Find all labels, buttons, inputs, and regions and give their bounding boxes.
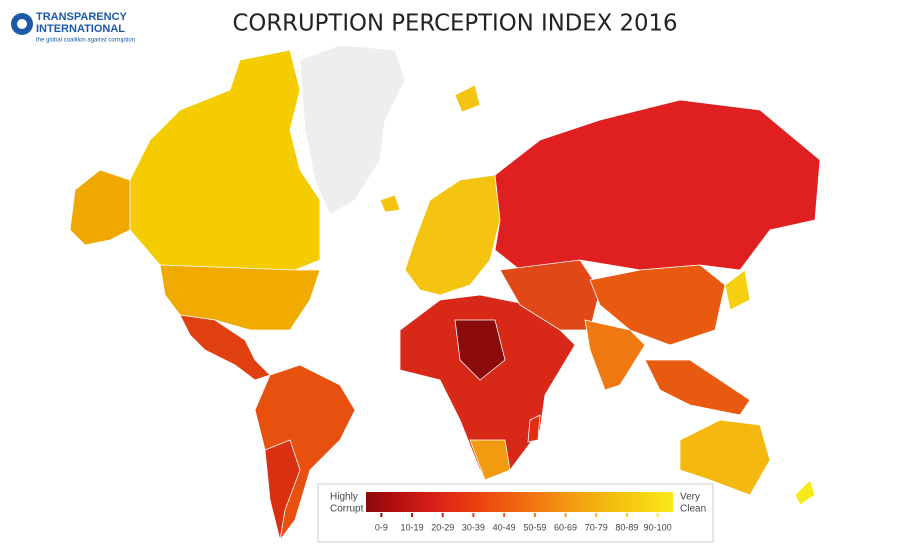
china bbox=[589, 264, 726, 346]
logo: TRANSPARENCY INTERNATIONAL the global co… bbox=[11, 11, 135, 44]
legend-swatch-tick bbox=[595, 513, 598, 517]
legend-high-label: Clean bbox=[680, 504, 706, 515]
libya-sudan bbox=[454, 319, 506, 381]
legend-range-label: 50-59 bbox=[523, 522, 546, 532]
japan bbox=[724, 269, 751, 311]
india bbox=[584, 319, 646, 391]
iceland bbox=[379, 194, 401, 213]
legend-swatch-tick bbox=[625, 513, 628, 517]
legend-range-label: 60-69 bbox=[554, 522, 577, 532]
canada bbox=[129, 49, 321, 271]
alaska bbox=[69, 169, 131, 246]
legend-range-label: 80-89 bbox=[615, 522, 638, 532]
legend-swatch-tick bbox=[656, 513, 659, 517]
legend-range-label: 30-39 bbox=[462, 522, 485, 532]
logo-tagline: the global coalition against corruption bbox=[36, 38, 135, 44]
legend-swatch-tick bbox=[533, 513, 536, 517]
southern-africa bbox=[469, 439, 511, 481]
legend-low-label: Corrupt bbox=[330, 504, 364, 515]
legend: Highly Corrupt Very Clean 0-9 10-19 20-29 3… bbox=[317, 483, 714, 543]
logo-text: INTERNATIONAL bbox=[36, 23, 125, 35]
legend-swatch-tick bbox=[503, 513, 506, 517]
russia bbox=[494, 99, 821, 271]
legend-range-label: 70-79 bbox=[585, 522, 608, 532]
legend-range-label: 10-19 bbox=[401, 522, 424, 532]
usa bbox=[159, 264, 321, 331]
svalbard bbox=[454, 84, 481, 113]
legend-swatch-tick bbox=[441, 513, 444, 517]
legend-high-label: Very bbox=[680, 492, 700, 503]
legend-range-label: 90-100 bbox=[644, 522, 672, 532]
legend-swatch-tick bbox=[411, 513, 414, 517]
legend-swatch-tick bbox=[472, 513, 475, 517]
legend-gradient bbox=[366, 492, 673, 512]
legend-swatch-tick bbox=[564, 513, 567, 517]
world-map bbox=[69, 44, 821, 541]
southeast-asia bbox=[644, 359, 751, 416]
australia bbox=[679, 419, 771, 496]
legend-range-label: 20-29 bbox=[431, 522, 454, 532]
legend-swatch-tick bbox=[380, 513, 383, 517]
logo-text: TRANSPARENCY bbox=[36, 11, 128, 23]
new-zealand bbox=[794, 479, 816, 506]
legend-range-label: 0-9 bbox=[375, 522, 388, 532]
title: CORRUPTION PERCEPTION INDEX 2016 bbox=[233, 11, 678, 37]
argentina bbox=[264, 439, 301, 541]
legend-low-label: Highly bbox=[330, 492, 358, 503]
mexico bbox=[179, 314, 271, 381]
logo-globe-inner bbox=[17, 19, 27, 29]
madagascar bbox=[527, 414, 541, 443]
europe bbox=[404, 174, 501, 296]
legend-range-label: 40-49 bbox=[493, 522, 516, 532]
greenland bbox=[299, 44, 406, 216]
